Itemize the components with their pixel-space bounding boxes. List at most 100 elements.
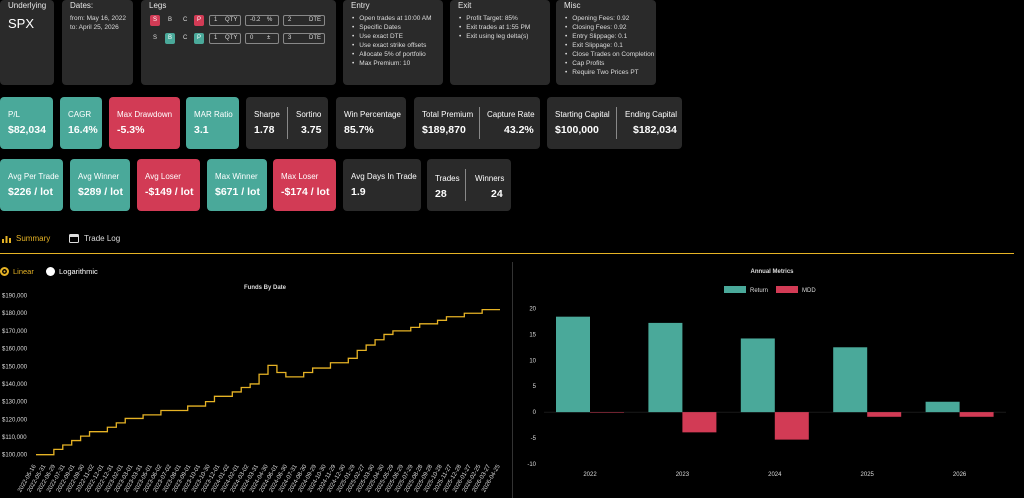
y-tick-label: $110,000 [2, 435, 27, 441]
pl-label: P/L [8, 110, 21, 119]
leg2-put-toggle[interactable]: P [194, 33, 204, 44]
divider [616, 107, 617, 139]
tab-underline [0, 253, 1014, 254]
misc-item: Cap Profits [565, 59, 654, 68]
capture-rate-label: Capture Rate [487, 110, 535, 119]
leg2-offset-input[interactable]: 0 [245, 33, 279, 44]
entry-item: Max Premium: 10 [352, 59, 432, 68]
exit-list: Profit Target: 85% Exit trades at 1:55 P… [459, 14, 530, 41]
tab-summary[interactable]: Summary [0, 232, 50, 248]
max-winner-label: Max Winner [215, 172, 258, 181]
funds-by-date-chart: Funds By Date $100,000 $110,000 $120,000 $13… [2, 285, 502, 494]
mar-ratio-card: MAR Ratio 3.1 [186, 97, 239, 149]
leg1-sell-toggle[interactable]: S [150, 15, 160, 26]
x-tick-label: 2026 [953, 472, 967, 478]
exit-panel[interactable]: Exit Profit Target: 85% Exit trades at 1… [450, 0, 550, 85]
avg-winner-value: $289 / lot [78, 186, 123, 198]
total-premium-value: $189,870 [422, 124, 466, 136]
leg1-qty-label: QTY [225, 17, 238, 23]
misc-list: Opening Fees: 0.92 Closing Fees: 0.92 En… [565, 14, 654, 77]
pl-value: $82,034 [8, 124, 46, 136]
dates-to: to: April 25, 2026 [70, 24, 119, 31]
trades-value: 28 [435, 188, 447, 200]
leg2-qty-label: QTY [225, 35, 238, 41]
leg2-qty-input[interactable]: 1 [209, 33, 241, 44]
legend-label: MDD [802, 288, 816, 294]
mar-ratio-label: MAR Ratio [194, 110, 233, 119]
leg2-call-toggle[interactable]: C [183, 35, 188, 41]
leg2-buy-toggle[interactable]: B [165, 33, 175, 44]
linear-label: Linear [13, 267, 34, 276]
leg2-dte-input[interactable]: 3 [283, 33, 325, 44]
entry-list: Open trades at 10:00 AM Specific Dates U… [352, 14, 432, 68]
max-loser-label: Max Loser [281, 172, 319, 181]
avg-per-trade-value: $226 / lot [8, 186, 53, 198]
bar-return [833, 347, 868, 413]
divider [287, 107, 288, 139]
avg-per-trade-label: Avg Per Trade [8, 172, 59, 181]
misc-title: Misc [564, 1, 581, 10]
divider [465, 169, 466, 201]
entry-title: Entry [351, 1, 370, 10]
tab-summary-label: Summary [16, 234, 51, 243]
underlying-value: SPX [8, 16, 35, 31]
leg1-dte-label: DTE [309, 17, 321, 23]
max-drawdown-card: Max Drawdown -5.3% [109, 97, 180, 149]
y-tick-label: 0 [533, 410, 537, 416]
leg1-qty-input[interactable]: 1 [209, 15, 241, 26]
misc-panel[interactable]: Misc Opening Fees: 0.92 Closing Fees: 0.… [556, 0, 656, 85]
x-tick-label: 2025 [861, 472, 875, 478]
underlying-panel: Underlying SPX [0, 0, 54, 85]
y-tick-label: $180,000 [2, 311, 28, 317]
avg-winner-card: Avg Winner $289 / lot [70, 159, 130, 211]
y-tick-label: 15 [529, 332, 536, 338]
logarithmic-radio[interactable]: Logarithmic [46, 266, 106, 277]
dates-from: from: May 16, 2022 [70, 15, 126, 22]
capture-rate-value: 43.2% [504, 124, 534, 136]
annual-metrics-chart: Annual Metrics Return MDD 20 15 10 5 0 -5 -10 2022… [527, 269, 1006, 478]
y-tick-label: 10 [529, 358, 536, 364]
y-tick-label: $140,000 [2, 382, 28, 388]
radio-selected-icon [0, 267, 9, 276]
cagr-label: CAGR [68, 110, 92, 119]
dates-panel[interactable]: Dates: from: May 16, 2022 to: April 25, … [62, 0, 133, 85]
linear-radio[interactable]: Linear [0, 266, 40, 277]
table-icon [69, 234, 79, 243]
cagr-value: 16.4% [68, 124, 98, 136]
y-tick-label: $100,000 [2, 453, 28, 459]
win-percentage-label: Win Percentage [344, 110, 401, 119]
misc-item: Require Two Prices PT [565, 68, 654, 77]
leg1-buy-toggle[interactable]: B [168, 17, 173, 23]
chart-divider [512, 262, 513, 498]
misc-item: Closing Fees: 0.92 [565, 23, 654, 32]
tab-trade-log[interactable]: Trade Log [68, 232, 128, 248]
entry-item: Specific Dates [352, 23, 432, 32]
exit-title: Exit [458, 1, 472, 10]
y-tick-label: -10 [527, 462, 536, 468]
leg1-call-toggle[interactable]: C [183, 17, 188, 23]
y-tick-label: 5 [533, 384, 537, 390]
chart-title: Funds By Date [244, 285, 287, 291]
exit-item: Profit Target: 85% [459, 14, 530, 23]
total-premium-label: Total Premium [422, 110, 474, 119]
trades-winners-card: Trades 28 Winners 24 [427, 159, 511, 211]
misc-item: Close Trades on Completion [565, 50, 654, 59]
avg-winner-label: Avg Winner [78, 172, 120, 181]
pl-card: P/L $82,034 [0, 97, 53, 149]
avg-days-value: 1.9 [351, 186, 366, 198]
y-tick-label: $130,000 [2, 400, 28, 406]
divider [479, 107, 480, 139]
underlying-title: Underlying [8, 1, 47, 10]
leg1-dte-input[interactable]: 2 [283, 15, 325, 26]
leg1-put-toggle[interactable]: P [194, 15, 204, 26]
misc-item: Opening Fees: 0.92 [565, 14, 654, 23]
entry-panel[interactable]: Entry Open trades at 10:00 AM Specific D… [343, 0, 443, 85]
leg2-sell-toggle[interactable]: S [153, 35, 158, 41]
x-tick-label: 2022 [583, 472, 597, 478]
leg1-delta-input[interactable]: -0.2 [245, 15, 279, 26]
sharpe-sortino-card: Sharpe 1.78 Sortino 3.75 [246, 97, 328, 149]
max-winner-value: $671 / lot [215, 186, 260, 198]
max-drawdown-value: -5.3% [117, 124, 145, 136]
legs-title: Legs [149, 1, 167, 10]
max-loser-card: Max Loser -$174 / lot [273, 159, 336, 211]
